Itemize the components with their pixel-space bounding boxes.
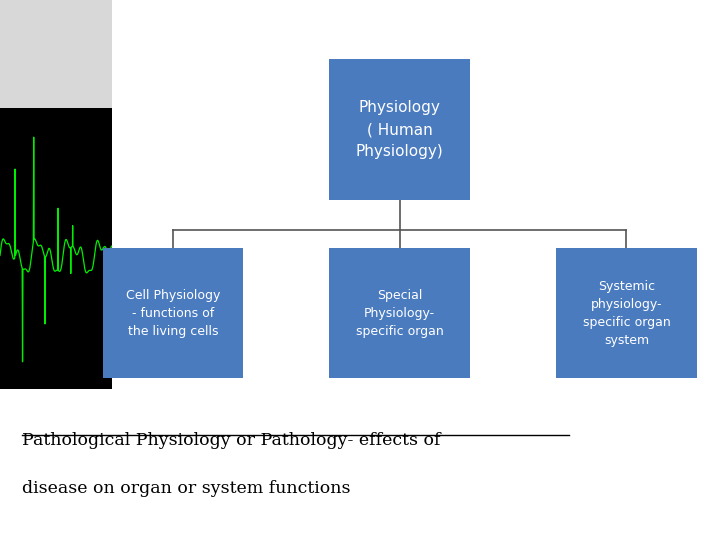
FancyBboxPatch shape <box>0 108 112 389</box>
Text: disease on organ or system functions: disease on organ or system functions <box>22 480 350 497</box>
Text: Pathological Physiology or Pathology- effects of: Pathological Physiology or Pathology- ef… <box>22 431 440 449</box>
FancyBboxPatch shape <box>556 248 697 378</box>
FancyBboxPatch shape <box>0 0 112 108</box>
Text: Systemic
physiology-
specific organ
system: Systemic physiology- specific organ syst… <box>582 280 670 347</box>
Text: Cell Physiology
- functions of
the living cells: Cell Physiology - functions of the livin… <box>125 289 220 338</box>
FancyBboxPatch shape <box>330 248 470 378</box>
Text: Physiology
( Human
Physiology): Physiology ( Human Physiology) <box>356 100 444 159</box>
FancyBboxPatch shape <box>330 59 470 200</box>
FancyBboxPatch shape <box>102 248 243 378</box>
Text: Special
Physiology-
specific organ: Special Physiology- specific organ <box>356 289 444 338</box>
